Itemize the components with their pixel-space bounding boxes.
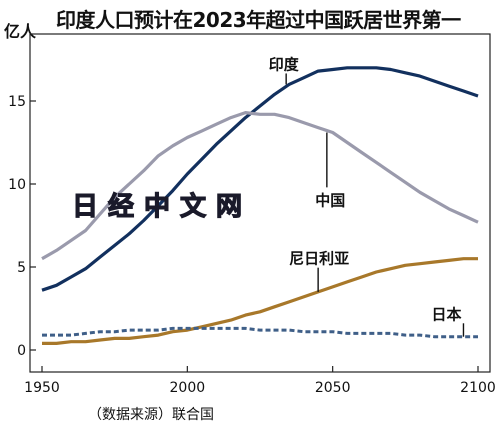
- x-tick-label: 2000: [170, 380, 206, 396]
- watermark-text: 日经中文网: [71, 191, 253, 222]
- y-axis-unit-label: 亿人: [4, 22, 37, 41]
- series-label-印度: 印度: [269, 55, 300, 73]
- x-tick-label: 2050: [315, 380, 351, 396]
- y-tick-label: 10: [8, 177, 26, 193]
- series-line-中国: [41, 110, 479, 261]
- series-line-印度: [41, 66, 479, 292]
- plot-frame: [29, 33, 491, 373]
- y-tick-label: 15: [8, 94, 26, 110]
- series-line-日本: [42, 326, 478, 339]
- x-tick-label: 1950: [24, 380, 60, 396]
- series-label-日本: 日本: [431, 305, 461, 323]
- series-label-中国: 中国: [315, 191, 345, 209]
- series-label-尼日利亚: 尼日利亚: [289, 250, 349, 268]
- chart-title: 印度人口预计在2023年超过中国跃居世界第一: [56, 8, 461, 32]
- source-note: （数据来源）联合国: [88, 407, 214, 423]
- y-tick-label: 0: [17, 343, 26, 359]
- series-line-尼日利亚: [42, 257, 478, 345]
- x-tick-label: 2100: [460, 380, 496, 396]
- y-tick-label: 5: [17, 260, 26, 276]
